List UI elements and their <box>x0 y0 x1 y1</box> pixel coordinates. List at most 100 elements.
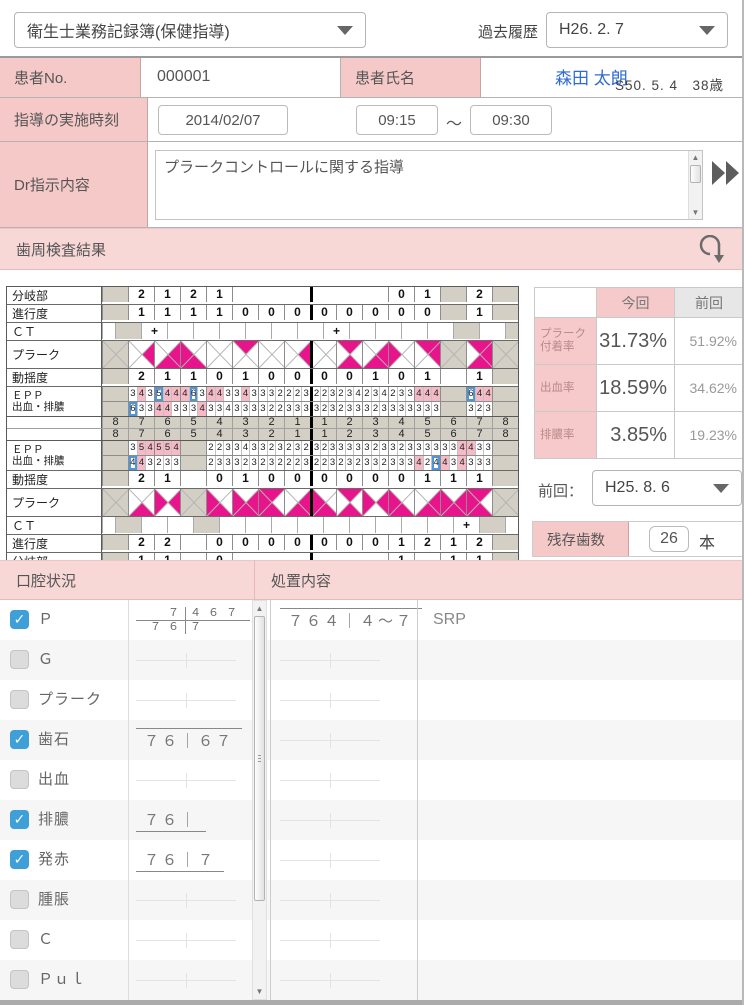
chart-cell[interactable] <box>154 341 180 368</box>
chart-cell[interactable]: 1 <box>154 471 180 486</box>
checkbox-checked[interactable]: ✓ <box>10 810 29 829</box>
treatment-text[interactable]: SRP <box>433 611 466 628</box>
chart-cell[interactable] <box>258 341 284 368</box>
treatment-notation-cell[interactable] <box>280 800 408 840</box>
treatment-notation-cell[interactable] <box>280 640 408 680</box>
oral-notation-cell[interactable]: ７６｜ <box>136 800 248 840</box>
patient-no-field[interactable]: 000001 <box>141 58 341 97</box>
chart-ct-cell[interactable]: + <box>141 323 167 339</box>
chart-ct-cell[interactable] <box>505 517 518 533</box>
chart-cell[interactable]: 1 <box>180 369 206 384</box>
chart-cell[interactable]: 1 <box>180 305 206 320</box>
epp-cell[interactable] <box>180 441 206 455</box>
epp-cell[interactable] <box>492 387 518 401</box>
treatment-notation-cell[interactable] <box>280 680 408 720</box>
epp-cell[interactable] <box>492 402 518 416</box>
oral-list-scrollbar[interactable]: ▲ ▼ <box>252 600 267 1000</box>
checkbox-checked[interactable]: ✓ <box>10 730 29 749</box>
chart-cell[interactable] <box>362 341 388 368</box>
checkbox-unchecked[interactable] <box>10 690 29 709</box>
chart-cell[interactable]: 0 <box>388 471 414 486</box>
oral-notation-cell[interactable] <box>136 640 248 680</box>
chart-cell[interactable] <box>492 305 518 320</box>
chart-cell[interactable] <box>492 369 518 384</box>
chart-cell[interactable] <box>440 341 466 368</box>
chart-cell[interactable] <box>440 369 466 384</box>
chart-cell[interactable] <box>310 489 336 516</box>
chart-cell[interactable]: 2 <box>128 369 154 384</box>
treatment-notation-cell[interactable] <box>280 840 408 880</box>
chart-cell[interactable]: 0 <box>362 305 388 320</box>
chart-cell[interactable] <box>310 341 336 368</box>
chart-cell[interactable] <box>102 287 128 302</box>
checkbox-unchecked[interactable] <box>10 970 29 989</box>
chart-cell[interactable]: 0 <box>388 287 414 302</box>
chart-cell[interactable] <box>466 489 492 516</box>
oral-notation-cell[interactable] <box>136 960 248 1000</box>
chart-cell[interactable]: 2 <box>414 535 440 550</box>
chart-ct-cell[interactable] <box>479 517 505 533</box>
scroll-up-icon[interactable]: ▲ <box>255 604 264 613</box>
chart-cell[interactable]: 0 <box>310 471 336 486</box>
chart-cell[interactable] <box>414 341 440 368</box>
start-time-input[interactable]: 09:15 <box>356 105 438 135</box>
fast-forward-icon[interactable] <box>710 160 742 186</box>
chart-ct-cell[interactable] <box>505 323 518 339</box>
treatment-notation-cell[interactable]: ７６４｜４～７ <box>280 600 423 640</box>
chart-cell[interactable]: 1 <box>128 305 154 320</box>
chart-cell[interactable]: 1 <box>466 369 492 384</box>
chart-cell[interactable] <box>336 341 362 368</box>
chart-ct-cell[interactable] <box>453 323 479 339</box>
chart-ct-cell[interactable] <box>297 323 323 339</box>
chart-cell[interactable] <box>492 471 518 486</box>
oral-notation-cell[interactable] <box>136 760 248 800</box>
chart-cell[interactable] <box>180 341 206 368</box>
chart-ct-cell[interactable] <box>167 517 193 533</box>
checkbox-unchecked[interactable] <box>10 650 29 669</box>
chart-cell[interactable]: 0 <box>284 535 310 550</box>
chart-ct-cell[interactable] <box>193 323 219 339</box>
patient-name-value[interactable]: 森田 太朗 <box>555 69 628 88</box>
chart-ct-cell[interactable] <box>245 517 271 533</box>
epp-cell[interactable] <box>102 456 128 470</box>
chart-cell[interactable] <box>258 489 284 516</box>
chart-cell[interactable]: 1 <box>232 369 258 384</box>
chart-cell[interactable] <box>362 287 388 302</box>
chart-ct-cell[interactable] <box>427 323 453 339</box>
chart-ct-cell[interactable] <box>193 517 219 533</box>
chart-cell[interactable]: 0 <box>232 535 258 550</box>
guidance-date-input[interactable]: 2014/02/07 <box>158 105 288 135</box>
chart-cell[interactable] <box>128 489 154 516</box>
checkbox-unchecked[interactable] <box>10 770 29 789</box>
history-select[interactable]: H26. 2. 7 <box>546 12 728 48</box>
treatment-notation-cell[interactable] <box>280 960 408 1000</box>
chart-cell[interactable] <box>180 489 206 516</box>
chart-cell[interactable] <box>102 305 128 320</box>
chart-cell[interactable] <box>388 341 414 368</box>
chart-cell[interactable]: 0 <box>310 305 336 320</box>
chart-cell[interactable]: 1 <box>414 369 440 384</box>
chart-cell[interactable]: 0 <box>258 369 284 384</box>
oral-notation-cell[interactable] <box>136 680 248 720</box>
chart-cell[interactable]: 0 <box>206 535 232 550</box>
chart-cell[interactable]: 1 <box>206 305 232 320</box>
checkbox-checked[interactable]: ✓ <box>10 610 29 629</box>
chart-cell[interactable]: 2 <box>466 287 492 302</box>
